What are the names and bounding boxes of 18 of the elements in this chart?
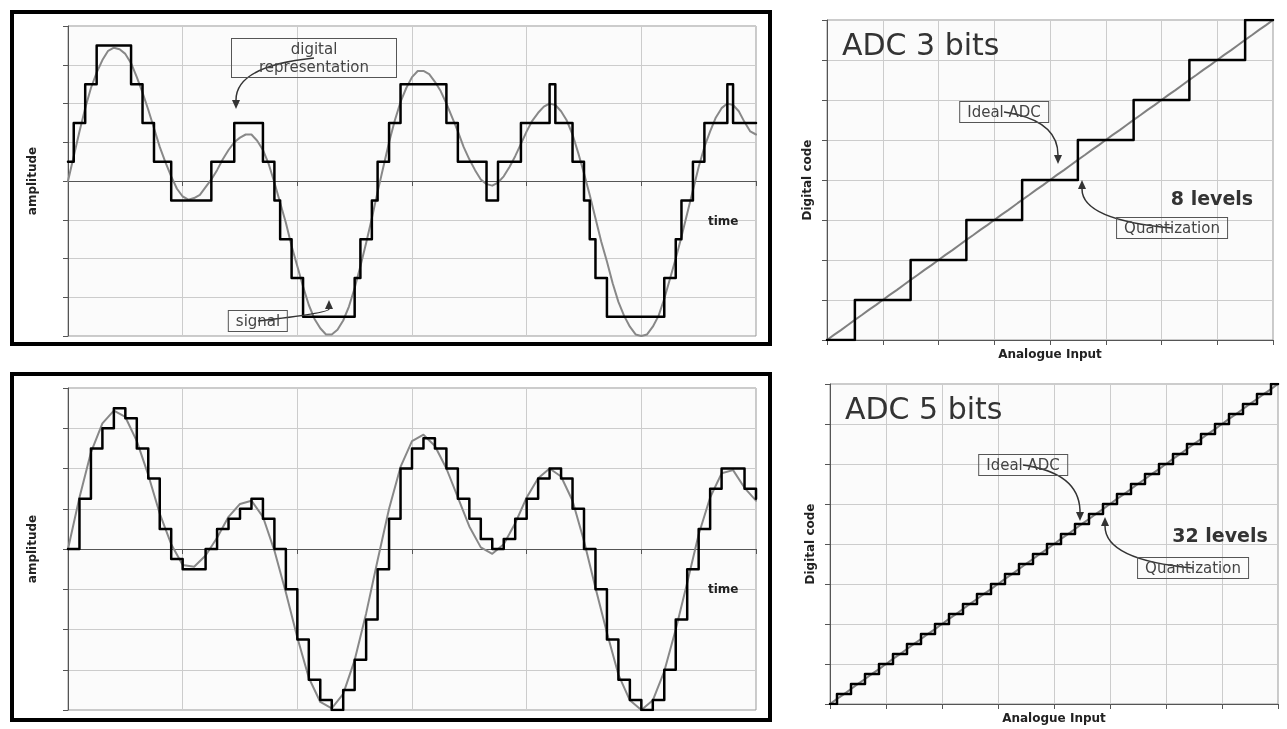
annotation: signal bbox=[227, 310, 289, 332]
annotation: Ideal ADC bbox=[959, 101, 1049, 123]
annotation: digital representation bbox=[231, 38, 397, 78]
annotation: Quantization bbox=[1137, 557, 1249, 579]
annotation: 32 levels bbox=[1172, 524, 1268, 546]
x-axis-title: time bbox=[708, 214, 739, 228]
y-axis-title: amplitude bbox=[25, 146, 39, 216]
annotation: 8 levels bbox=[1170, 187, 1254, 209]
y-axis-title: Digital code bbox=[800, 139, 814, 221]
annotation: Ideal ADC bbox=[978, 454, 1068, 476]
x-axis-title: time bbox=[708, 582, 739, 596]
x-axis-title: Analogue Input bbox=[998, 347, 1103, 361]
annotation: Quantization bbox=[1116, 217, 1228, 239]
y-axis-title: Digital code bbox=[803, 503, 817, 585]
x-axis-title: Analogue Input bbox=[1002, 711, 1107, 725]
chart-title: ADC 5 bits bbox=[845, 390, 1003, 426]
y-axis-title: amplitude bbox=[25, 514, 39, 584]
chart-title: ADC 3 bits bbox=[842, 26, 1000, 62]
